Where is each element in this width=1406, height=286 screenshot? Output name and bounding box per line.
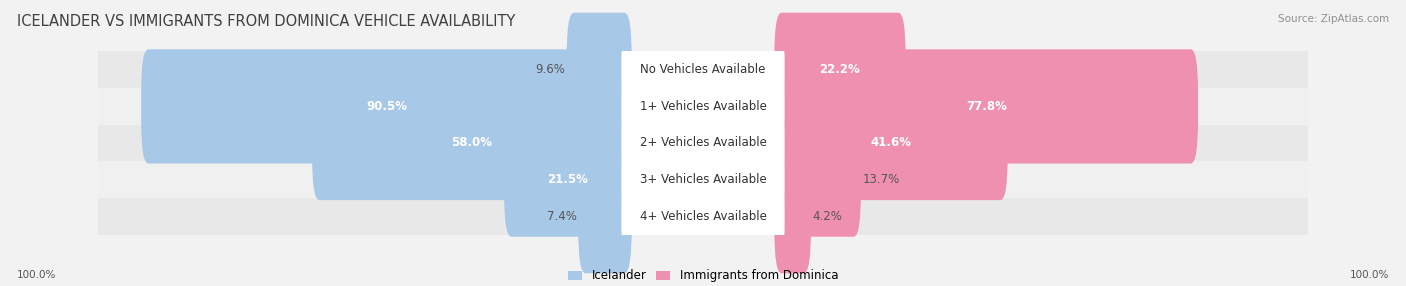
Text: 100.0%: 100.0% (1350, 270, 1389, 280)
FancyBboxPatch shape (621, 79, 785, 134)
Text: Source: ZipAtlas.com: Source: ZipAtlas.com (1278, 14, 1389, 24)
FancyBboxPatch shape (312, 86, 631, 200)
FancyBboxPatch shape (775, 122, 860, 237)
Text: 90.5%: 90.5% (366, 100, 406, 113)
Text: 100.0%: 100.0% (17, 270, 56, 280)
Bar (98, 125, 1308, 161)
Bar (98, 88, 1308, 125)
FancyBboxPatch shape (621, 188, 785, 244)
Bar (98, 161, 1308, 198)
Text: 41.6%: 41.6% (870, 136, 911, 150)
FancyBboxPatch shape (505, 122, 631, 237)
Text: No Vehicles Available: No Vehicles Available (640, 63, 766, 76)
Legend: Icelander, Immigrants from Dominica: Icelander, Immigrants from Dominica (564, 265, 842, 286)
Text: 2+ Vehicles Available: 2+ Vehicles Available (640, 136, 766, 150)
FancyBboxPatch shape (775, 159, 811, 273)
Text: 22.2%: 22.2% (820, 63, 860, 76)
Text: 9.6%: 9.6% (534, 63, 565, 76)
Text: ICELANDER VS IMMIGRANTS FROM DOMINICA VEHICLE AVAILABILITY: ICELANDER VS IMMIGRANTS FROM DOMINICA VE… (17, 14, 515, 29)
Text: 58.0%: 58.0% (451, 136, 492, 150)
FancyBboxPatch shape (621, 42, 785, 98)
FancyBboxPatch shape (621, 152, 785, 207)
Text: 13.7%: 13.7% (863, 173, 900, 186)
Text: 7.4%: 7.4% (547, 210, 576, 223)
FancyBboxPatch shape (775, 49, 1198, 164)
FancyBboxPatch shape (141, 49, 631, 164)
Text: 4.2%: 4.2% (813, 210, 842, 223)
FancyBboxPatch shape (775, 86, 1008, 200)
FancyBboxPatch shape (578, 159, 631, 273)
Text: 21.5%: 21.5% (547, 173, 588, 186)
Bar (98, 51, 1308, 88)
Text: 4+ Vehicles Available: 4+ Vehicles Available (640, 210, 766, 223)
FancyBboxPatch shape (621, 115, 785, 171)
Bar (98, 198, 1308, 235)
Text: 77.8%: 77.8% (966, 100, 1007, 113)
Text: 3+ Vehicles Available: 3+ Vehicles Available (640, 173, 766, 186)
FancyBboxPatch shape (567, 13, 631, 127)
FancyBboxPatch shape (775, 13, 905, 127)
Text: 1+ Vehicles Available: 1+ Vehicles Available (640, 100, 766, 113)
